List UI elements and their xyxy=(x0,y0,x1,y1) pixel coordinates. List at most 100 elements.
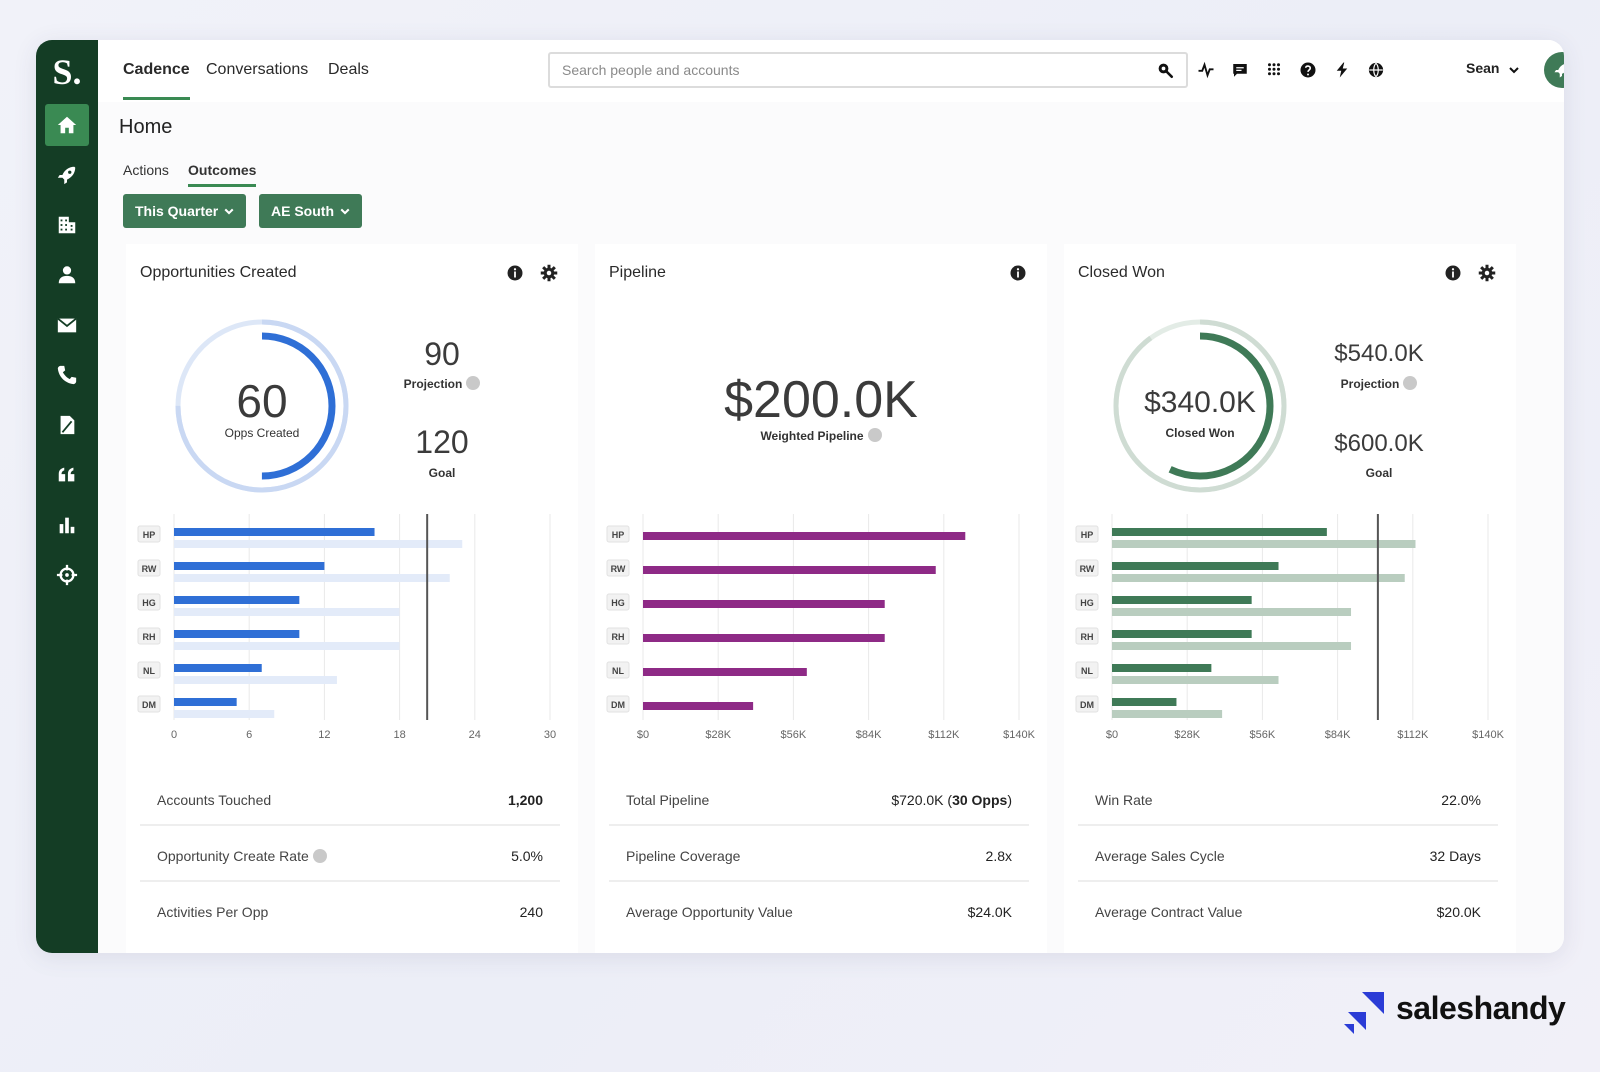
tab-deals[interactable]: Deals xyxy=(328,61,369,78)
rocket-icon[interactable] xyxy=(45,154,89,196)
projection-label: Projection xyxy=(392,376,492,391)
building-icon[interactable] xyxy=(45,204,89,246)
x-tick-label: 0 xyxy=(171,729,177,741)
filter-ae-south[interactable]: AE South xyxy=(259,194,362,228)
bar xyxy=(174,608,400,616)
lightning-icon[interactable] xyxy=(1333,61,1351,79)
card-title: Closed Won xyxy=(1078,264,1165,281)
info-icon[interactable] xyxy=(1009,264,1027,282)
activity-icon[interactable] xyxy=(1197,61,1215,79)
info-icon[interactable] xyxy=(312,849,327,863)
gauge-progress-arc xyxy=(1126,332,1274,480)
app-logo[interactable]: S. xyxy=(52,52,82,92)
bar xyxy=(643,566,936,574)
chevron-down-icon[interactable] xyxy=(1508,64,1520,76)
help-icon[interactable] xyxy=(1299,61,1317,79)
category-badge xyxy=(606,593,630,611)
stat-label: Average Opportunity Value xyxy=(626,904,793,920)
category-label: HG xyxy=(142,598,156,608)
sidebar: S. xyxy=(36,40,98,953)
search-input[interactable] xyxy=(562,62,1122,78)
info-icon[interactable] xyxy=(506,264,524,282)
x-tick-label: $140K xyxy=(1003,729,1035,741)
bar xyxy=(1112,698,1177,706)
x-tick-label: $28K xyxy=(1174,729,1200,741)
bar xyxy=(174,562,325,570)
category-badge xyxy=(1075,593,1099,611)
stat-label: Average Sales Cycle xyxy=(1095,848,1225,864)
info-icon[interactable] xyxy=(466,376,481,390)
category-badge xyxy=(1075,627,1099,645)
category-label: RH xyxy=(143,632,156,642)
bar xyxy=(1112,540,1416,548)
stat-row: Total Pipeline $720.0K (30 Opps) xyxy=(609,770,1029,826)
x-tick-label: 24 xyxy=(469,729,481,741)
gear-icon[interactable] xyxy=(1478,264,1496,282)
phone-icon[interactable] xyxy=(45,354,89,396)
home-icon[interactable] xyxy=(45,104,89,146)
person-icon[interactable] xyxy=(45,254,89,296)
page-title: Home xyxy=(119,116,173,138)
x-tick-label: $112K xyxy=(928,729,960,741)
category-label: NL xyxy=(143,666,155,676)
category-label: RH xyxy=(1081,632,1094,642)
bar xyxy=(174,676,337,684)
projection-value: $540.0K xyxy=(1334,340,1424,367)
weighted-pipeline-label: Weighted Pipeline xyxy=(655,428,987,443)
bar-chart-icon[interactable] xyxy=(45,504,89,546)
bar xyxy=(174,642,400,650)
bar xyxy=(643,634,885,642)
x-tick-label: $140K xyxy=(1472,729,1504,741)
info-icon[interactable] xyxy=(1444,264,1462,282)
stat-row: Average Opportunity Value $24.0K xyxy=(609,882,1029,938)
category-label: RH xyxy=(612,632,625,642)
subtab-actions[interactable]: Actions xyxy=(123,162,169,178)
user-menu[interactable]: Sean xyxy=(1466,60,1500,76)
x-tick-label: 12 xyxy=(318,729,330,741)
category-badge xyxy=(1075,661,1099,679)
info-icon[interactable] xyxy=(867,428,882,442)
stat-value: 240 xyxy=(519,904,543,920)
card-title: Opportunities Created xyxy=(140,264,297,281)
bar xyxy=(174,528,375,536)
stat-row: Opportunity Create Rate 5.0% xyxy=(140,826,560,882)
closed-won-gauge xyxy=(1113,319,1287,493)
filter-this-quarter[interactable]: This Quarter xyxy=(123,194,247,228)
projection-value: 90 xyxy=(424,336,460,372)
card-closed-won: Closed Won $340.0K Closed Won $540.0K Pr… xyxy=(1064,244,1516,953)
category-badge xyxy=(137,525,161,543)
bar xyxy=(174,710,275,718)
search-icon[interactable] xyxy=(1156,61,1174,79)
chat-icon[interactable] xyxy=(1231,61,1249,79)
app-window: S. Cadence xyxy=(36,40,1564,953)
tab-cadence[interactable]: Cadence xyxy=(123,61,190,101)
bar xyxy=(643,702,754,710)
globe-icon[interactable] xyxy=(1367,61,1385,79)
document-icon[interactable] xyxy=(45,404,89,446)
avatar[interactable] xyxy=(1544,52,1564,88)
opps-created-value: 60 xyxy=(236,375,288,427)
bar xyxy=(643,532,966,540)
search-box[interactable] xyxy=(548,52,1188,88)
category-label: HP xyxy=(612,530,625,540)
info-icon[interactable] xyxy=(1403,376,1418,390)
tab-conversations[interactable]: Conversations xyxy=(206,61,309,78)
x-tick-label: 18 xyxy=(393,729,405,741)
bar xyxy=(1112,642,1352,650)
gear-icon[interactable] xyxy=(540,264,558,282)
category-badge xyxy=(1075,559,1099,577)
x-tick-label: $0 xyxy=(637,729,649,741)
stat-label: Win Rate xyxy=(1095,792,1153,808)
subtab-outcomes[interactable]: Outcomes xyxy=(188,162,257,187)
bar xyxy=(1112,528,1327,536)
category-label: HP xyxy=(1081,530,1094,540)
crosshair-icon[interactable] xyxy=(45,554,89,596)
closed-won-label: Closed Won xyxy=(1165,426,1235,440)
bar xyxy=(643,600,885,608)
apps-grid-icon[interactable] xyxy=(1265,61,1283,79)
quote-icon[interactable] xyxy=(45,454,89,496)
x-tick-label: $112K xyxy=(1397,729,1429,741)
bar xyxy=(643,668,807,676)
opps-created-label: Opps Created xyxy=(224,426,300,440)
mail-icon[interactable] xyxy=(45,304,89,346)
